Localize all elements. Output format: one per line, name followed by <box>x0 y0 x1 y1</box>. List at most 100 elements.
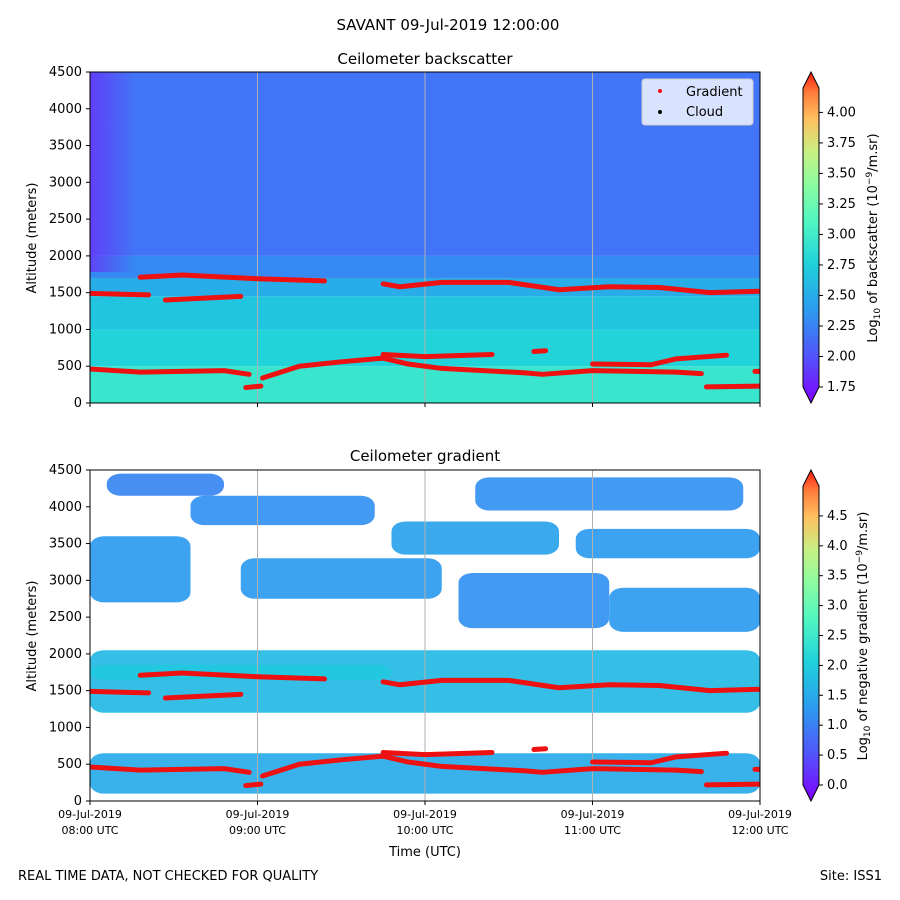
cb-label-log: Log <box>856 737 871 760</box>
gradient-marker-line <box>260 355 704 381</box>
colorbar-tick-label: 3.25 <box>827 197 856 212</box>
gradient-layer <box>458 572 610 629</box>
y-tick-label: 3000 <box>49 573 82 588</box>
x-tick-time: 08:00 UTC <box>61 824 118 837</box>
y-tick-label: 3500 <box>49 139 82 154</box>
y-tick-label: 3500 <box>49 537 82 552</box>
gradient-marker-line <box>260 753 704 779</box>
x-tick-date: 09-Jul-2019 <box>226 808 290 821</box>
backscatter-colorbar-ticks: 1.75 2.00 2.25 2.50 2.75 3.00 3.25 3.50 3.75 4.00 <box>819 105 856 395</box>
colorbar-bar <box>802 70 820 405</box>
legend-cloud-marker <box>658 110 662 114</box>
colorbar-tick-label: 0.0 <box>827 778 848 793</box>
x-tick-date: 09-Jul-2019 <box>728 808 792 821</box>
y-tick-label: 2000 <box>49 647 82 662</box>
figure-suptitle: SAVANT 09-Jul-2019 12:00:00 <box>337 16 560 34</box>
gradient-marker-line <box>137 670 327 682</box>
gradient-vertical-gridlines <box>257 470 593 801</box>
backscatter-x-ticks <box>89 403 761 407</box>
colorbar-bar <box>802 468 820 803</box>
colorbar-tick-label: 4.5 <box>827 509 848 524</box>
x-tick-date: 09-Jul-2019 <box>561 808 625 821</box>
gradient-marker-line <box>243 383 264 391</box>
backscatter-title: Ceilometer backscatter <box>337 50 513 68</box>
gradient-layer <box>190 495 375 526</box>
colorbar-tick-label: 1.75 <box>827 380 856 395</box>
colorbar-tick-label: 3.5 <box>827 569 848 584</box>
gradient-marker-line <box>162 293 244 303</box>
backscatter-y-axis-label: Altitude (meters) <box>25 183 40 294</box>
cb-label-sub: 10 <box>863 725 873 737</box>
gradient-panel: Ceilometer gradient 0 500 1000 1500 2000 2500… <box>25 447 873 860</box>
backscatter-gradient-markers <box>90 272 760 391</box>
y-tick-label: 0 <box>74 794 82 809</box>
gradient-colorbar: 0.0 0.5 1.0 1.5 2.0 2.5 3.0 3.5 4.0 4.5 Log10 of … <box>802 468 873 803</box>
y-tick-label: 2500 <box>49 610 82 625</box>
colorbar-tick-label: 4.00 <box>827 105 856 120</box>
legend-box <box>641 78 754 126</box>
backscatter-colorbar-label: Log10 of backscatter (10−9/m.sr) <box>865 133 883 342</box>
gradient-marker-line <box>90 290 152 298</box>
gradient-marker-line <box>531 746 549 753</box>
colorbar-tick-label: 3.00 <box>827 227 856 242</box>
gradient-marker-line <box>90 764 252 775</box>
colorbar-tick-label: 3.50 <box>827 166 856 181</box>
y-tick-label: 2500 <box>49 212 82 227</box>
gradient-colorbar-ticks: 0.0 0.5 1.0 1.5 2.0 2.5 3.0 3.5 4.0 4.5 <box>819 509 848 793</box>
cb-label-sup: −9 <box>855 550 865 564</box>
colorbar-tick-label: 2.00 <box>827 349 856 364</box>
backscatter-y-axis: 0 500 1000 1500 2000 2500 3000 3500 4000 4500 <box>49 65 90 411</box>
gradient-marker-line <box>90 688 152 696</box>
colorbar-tick-label: 3.0 <box>827 599 848 614</box>
cb-label-mid: of negative gradient (10 <box>856 563 871 725</box>
cb-label-sub: 10 <box>873 308 883 320</box>
gradient-layer <box>240 558 442 599</box>
gradient-marker-line <box>90 366 252 377</box>
y-tick-label: 4500 <box>49 65 82 80</box>
gradient-title: Ceilometer gradient <box>350 447 500 465</box>
gradient-layer <box>575 528 760 559</box>
gradient-layer <box>391 521 559 555</box>
gradient-layer <box>90 536 191 603</box>
colorbar-tick-label: 2.5 <box>827 629 848 644</box>
legend-cloud-label: Cloud <box>686 105 723 120</box>
gradient-marker-line <box>380 749 495 758</box>
gradient-marker-line <box>137 272 327 284</box>
x-axis-label: Time (UTC) <box>388 845 461 860</box>
y-tick-label: 4500 <box>49 463 82 478</box>
gradient-marker-line <box>590 750 729 766</box>
colorbar-tick-label: 0.5 <box>827 748 848 763</box>
gradient-colorbar-label: Log10 of negative gradient (10−9/m.sr) <box>855 512 873 761</box>
y-tick-label: 2000 <box>49 249 82 264</box>
backscatter-left-shading <box>90 72 135 272</box>
backscatter-legend: Gradient Cloud <box>641 78 754 126</box>
colorbar-tick-label: 3.75 <box>827 136 856 151</box>
gradient-marker-line <box>380 279 760 296</box>
gradient-marker-line <box>162 691 244 701</box>
cb-label-mid: of backscatter (10 <box>866 185 881 308</box>
gradient-layer <box>609 587 760 632</box>
cb-label-end: /m.sr) <box>866 133 881 171</box>
gradient-marker-line <box>243 781 264 789</box>
colorbar-tick-label: 2.0 <box>827 658 848 673</box>
colorbar-tick-label: 1.0 <box>827 718 848 733</box>
colorbar-tick-label: 4.0 <box>827 539 848 554</box>
y-tick-label: 0 <box>74 396 82 411</box>
backscatter-panel: Ceilometer backscatter 0 500 1000 1500 2000 2… <box>25 50 883 411</box>
y-tick-label: 1000 <box>49 720 82 735</box>
x-tick-time: 10:00 UTC <box>396 824 453 837</box>
legend-gradient-marker <box>658 89 662 93</box>
gradient-gradient-markers <box>90 670 760 789</box>
y-tick-label: 4000 <box>49 500 82 515</box>
gradient-marker-line <box>380 677 760 694</box>
gradient-layer <box>475 477 744 511</box>
gradient-marker-line <box>380 351 495 360</box>
cb-label-sup: −9 <box>865 172 875 186</box>
cb-label-end: /m.sr) <box>856 512 871 550</box>
colorbar-tick-label: 2.75 <box>827 258 856 273</box>
gradient-y-axis: 0 500 1000 1500 2000 2500 3000 3500 4000 4500 <box>49 463 90 809</box>
x-tick-date: 09-Jul-2019 <box>58 808 122 821</box>
colorbar-tick-label: 2.50 <box>827 288 856 303</box>
x-tick-time: 09:00 UTC <box>229 824 286 837</box>
gradient-marker-line <box>590 352 729 368</box>
